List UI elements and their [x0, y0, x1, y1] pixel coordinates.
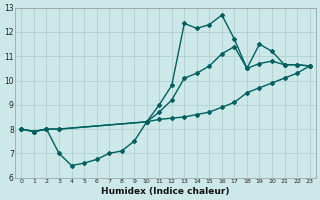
- X-axis label: Humidex (Indice chaleur): Humidex (Indice chaleur): [101, 187, 230, 196]
